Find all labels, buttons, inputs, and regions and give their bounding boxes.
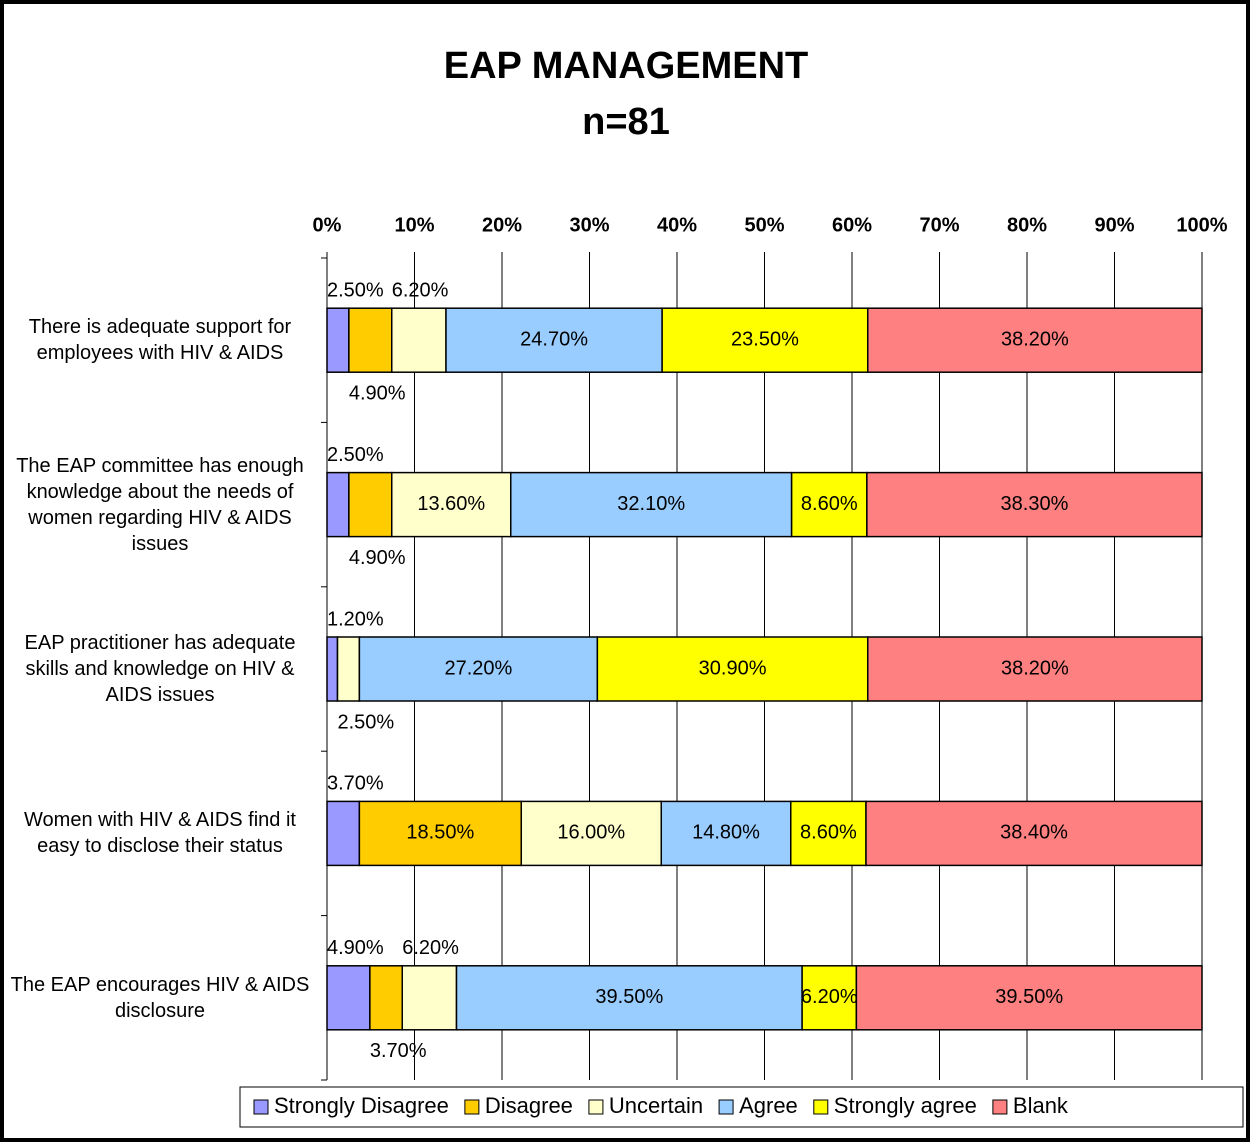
bar-segment [455,965,803,1031]
x-tick-label: 0% [313,214,342,236]
chart-subtitle: n=81 [582,101,670,143]
bar-segment [510,471,793,538]
data-label: 3.70% [370,1040,427,1062]
y-tick-label: There is adequate support for employees … [28,316,292,365]
data-label: 38.20% [1001,657,1069,679]
data-label: 8.60% [801,493,858,515]
legend-label: Strongly agree [834,1093,977,1118]
data-label: 18.50% [406,822,474,844]
legend-label: Agree [739,1093,798,1118]
x-tick-label: 80% [1007,214,1047,236]
bar-segment [445,307,663,373]
data-label: 38.30% [1001,493,1069,515]
bar-segment [596,636,869,702]
legend-swatch [813,1099,829,1115]
legend-swatch [464,1099,480,1115]
x-tick-label: 60% [832,214,872,236]
data-label: 4.90% [327,937,384,959]
legend-swatch [253,1099,269,1115]
bar-segment [326,307,350,373]
bar-segment [867,636,1203,702]
x-tick-label: 70% [919,214,959,236]
legend-label: Uncertain [609,1093,703,1118]
bar-segment [391,307,447,373]
data-label: 16.00% [557,822,625,844]
bar-segment [348,471,393,538]
bar-segment [358,800,522,867]
bar-segment [801,965,858,1031]
data-label: 8.60% [800,822,857,844]
data-label: 2.50% [327,444,384,466]
data-label: 23.50% [731,328,799,350]
x-tick-label: 90% [1094,214,1134,236]
bar-segment [790,471,868,538]
data-label: 1.20% [327,608,384,630]
bar-segment [369,965,403,1031]
bar-segment [520,800,662,867]
bar-segment [326,800,361,867]
bar-segment [661,307,869,373]
x-tick-label: 10% [394,214,434,236]
data-label: 32.10% [617,493,685,515]
data-label: 6.20% [402,937,459,959]
chart-title: EAP MANAGEMENT [444,45,809,87]
bar-segment [358,636,599,702]
data-label: 6.20% [392,279,449,301]
legend-label: Disagree [485,1093,573,1118]
x-tick-label: 20% [482,214,522,236]
data-label: 27.20% [444,657,512,679]
data-label: 4.90% [349,547,406,569]
data-label: 3.70% [327,773,384,795]
legend-box [239,1086,1244,1128]
bar-segment [867,307,1203,373]
bar-segment [326,965,371,1031]
bar-segment [401,965,458,1031]
data-label: 13.60% [417,493,485,515]
bar-segment [391,471,512,538]
y-tick-label: The EAP committee has enough knowledge a… [16,454,304,555]
x-tick-label: 50% [744,214,784,236]
data-label: 14.80% [692,822,760,844]
bar-segment [336,636,361,702]
bar-segment [855,965,1203,1031]
data-label: 39.50% [595,986,663,1008]
data-label: 39.50% [995,986,1063,1008]
y-tick-label: EAP practitioner has adequate skills and… [24,632,296,706]
y-tick-label: Women with HIV & AIDS find it easy to di… [24,809,296,858]
data-label: 38.20% [1001,328,1069,350]
data-label: 2.50% [338,711,395,733]
data-label: 2.50% [327,279,384,301]
bar-segment [865,800,1203,867]
legend-label: Strongly Disagree [274,1093,449,1118]
bar-segment [866,471,1203,538]
bar-segment [326,636,339,702]
bar-segment [348,307,393,373]
legend-swatch [588,1099,604,1115]
data-label: 38.40% [1000,822,1068,844]
data-label: 30.90% [699,657,767,679]
bar-segment [790,800,867,867]
y-tick-label: The EAP encourages HIV & AIDS disclosure [10,973,310,1022]
legend-label: Blank [1013,1093,1069,1118]
data-label: 6.20% [801,986,858,1008]
bar-segment [326,471,350,538]
legend-swatch [718,1099,734,1115]
x-tick-label: 40% [657,214,697,236]
x-tick-label: 100% [1176,214,1227,236]
x-tick-label: 30% [569,214,609,236]
data-label: 24.70% [520,328,588,350]
legend-swatch [992,1099,1008,1115]
data-label: 4.90% [349,382,406,404]
